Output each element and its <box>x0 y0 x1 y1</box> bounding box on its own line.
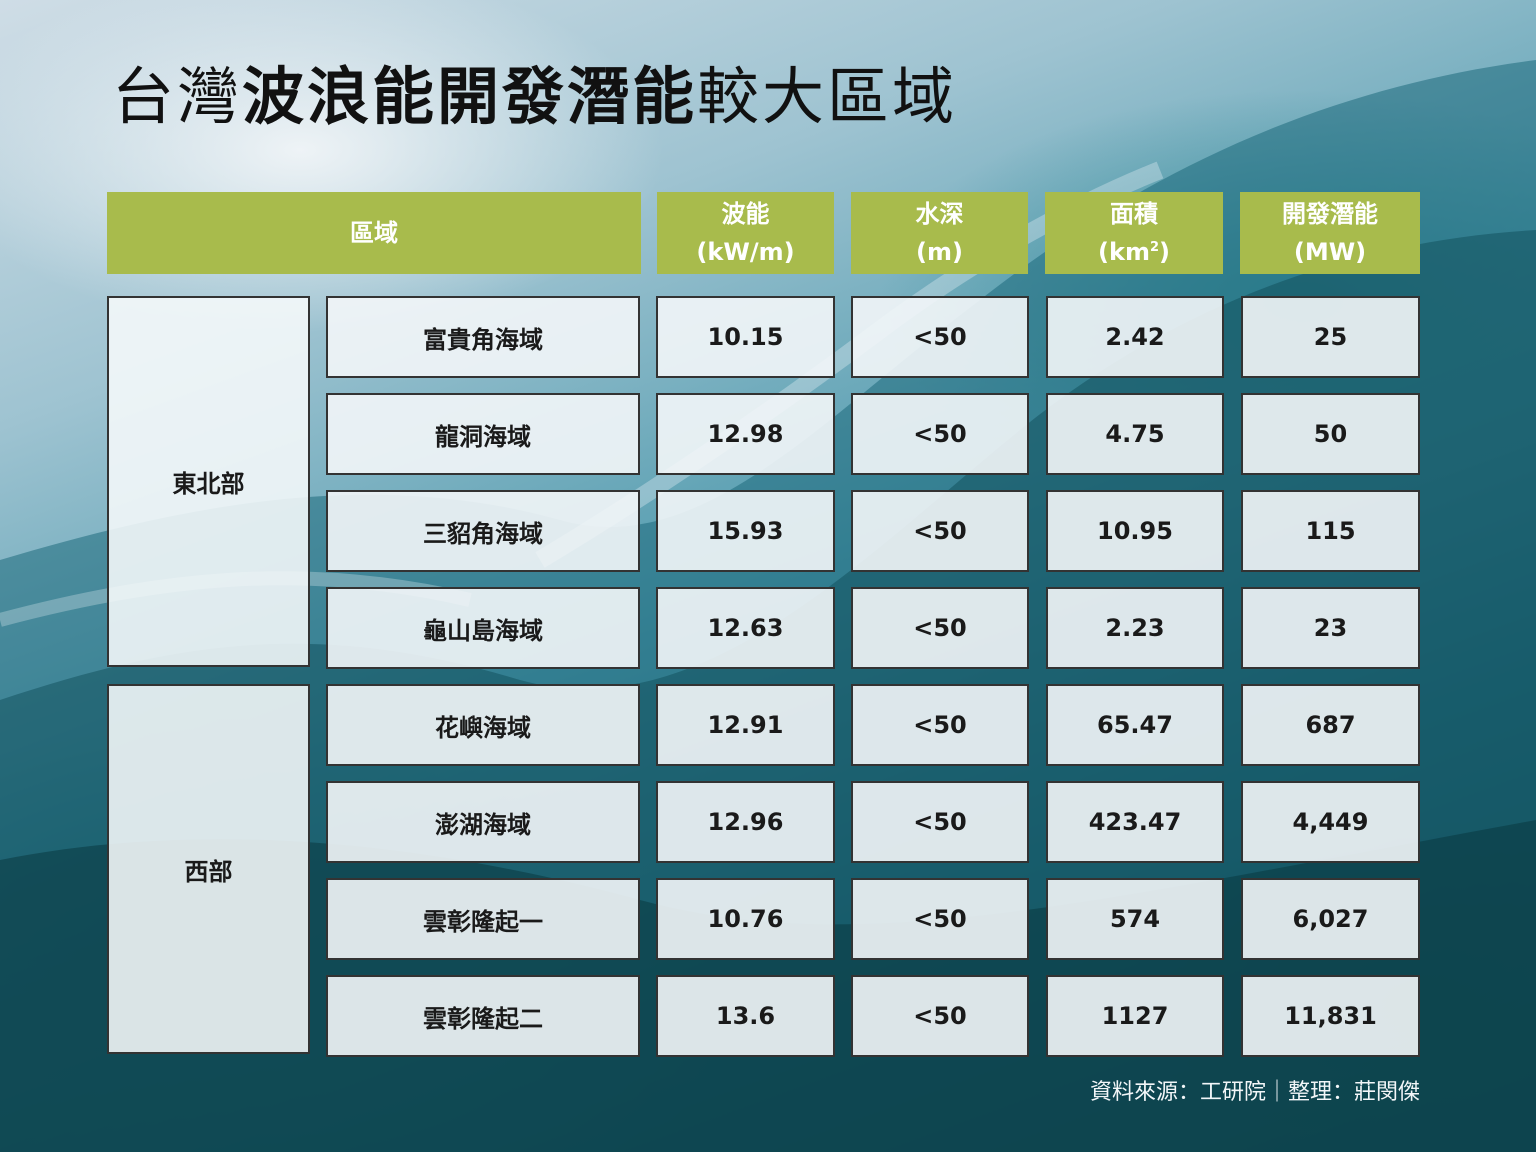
table-cell-area: 2.42 <box>1046 296 1224 378</box>
header-wave: 波能 (kW/m) <box>657 192 834 274</box>
table-cell-potential: 25 <box>1241 296 1420 378</box>
table-cell-wave: 12.91 <box>656 684 835 766</box>
table-cell-name: 澎湖海域 <box>326 781 640 863</box>
table-cell-depth: <50 <box>851 684 1029 766</box>
source-note: 資料來源：工研院｜整理：莊閔傑 <box>1089 1080 1420 1105</box>
table-cell-name: 龍洞海域 <box>326 393 640 475</box>
header-region-label: 區域 <box>350 219 398 247</box>
title-part-3: 較大區域 <box>697 60 958 133</box>
table-cell-area: 10.95 <box>1046 490 1224 572</box>
header-wave-line2: (kW/m) <box>696 238 795 266</box>
table-cell-name: 雲彰隆起一 <box>326 878 640 960</box>
table-cell-wave: 10.76 <box>656 878 835 960</box>
group-west: 西部 <box>107 684 310 1054</box>
header-area: 面積 (km2) <box>1045 192 1223 274</box>
table-cell-wave: 15.93 <box>656 490 835 572</box>
title-part-1: 台灣 <box>112 60 243 133</box>
header-area-superscript: 2 <box>1149 240 1159 255</box>
table-cell-wave: 10.15 <box>656 296 835 378</box>
table-cell-depth: <50 <box>851 393 1029 475</box>
table-cell-area: 2.23 <box>1046 587 1224 669</box>
table-cell-depth: <50 <box>851 587 1029 669</box>
table-cell-depth: <50 <box>851 975 1029 1057</box>
table-cell-depth: <50 <box>851 296 1029 378</box>
header-potential-line2: (MW) <box>1293 238 1367 266</box>
table-cell-name: 雲彰隆起二 <box>326 975 640 1057</box>
table-cell-depth: <50 <box>851 878 1029 960</box>
table-cell-area: 4.75 <box>1046 393 1224 475</box>
table-cell-name: 富貴角海域 <box>326 296 640 378</box>
header-wave-line1: 波能 <box>721 200 770 228</box>
title-part-2: 波浪能開發潛能 <box>242 60 698 133</box>
header-region: 區域 <box>107 192 641 274</box>
header-depth: 水深 (m) <box>851 192 1028 274</box>
page-title: 台灣波浪能開發潛能較大區域 <box>112 52 957 142</box>
table-cell-potential: 115 <box>1241 490 1420 572</box>
header-depth-line1: 水深 <box>915 200 964 228</box>
table-cell-potential: 4,449 <box>1241 781 1420 863</box>
table-cell-area: 423.47 <box>1046 781 1224 863</box>
header-area-line1: 面積 <box>1110 200 1158 228</box>
group-label: 東北部 <box>172 470 245 498</box>
group-northeast: 東北部 <box>107 296 310 667</box>
table-cell-wave: 12.96 <box>656 781 835 863</box>
group-label: 西部 <box>184 857 233 886</box>
table-cell-wave: 12.98 <box>656 393 835 475</box>
header-area-line2: (km2) <box>1098 233 1170 271</box>
table-cell-area: 1127 <box>1046 975 1224 1057</box>
header-depth-line2: (m) <box>916 238 963 266</box>
header-potential-line1: 開發潛能 <box>1282 200 1378 228</box>
table-cell-wave: 12.63 <box>656 587 835 669</box>
table-cell-potential: 687 <box>1241 684 1420 766</box>
table-cell-depth: <50 <box>851 781 1029 863</box>
header-potential: 開發潛能 (MW) <box>1240 192 1420 274</box>
table-cell-potential: 6,027 <box>1241 878 1420 960</box>
table-cell-area: 65.47 <box>1046 684 1224 766</box>
table-cell-potential: 23 <box>1241 587 1420 669</box>
table-cell-potential: 50 <box>1241 393 1420 475</box>
header-area-close: ) <box>1159 238 1170 266</box>
table-cell-name: 龜山島海域 <box>326 587 640 669</box>
table-cell-potential: 11,831 <box>1241 975 1420 1057</box>
header-area-unit: (km <box>1098 238 1150 266</box>
table-cell-wave: 13.6 <box>656 975 835 1057</box>
table-cell-depth: <50 <box>851 490 1029 572</box>
table-cell-name: 三貂角海域 <box>326 490 640 572</box>
table-cell-area: 574 <box>1046 878 1224 960</box>
table-cell-name: 花嶼海域 <box>326 684 640 766</box>
